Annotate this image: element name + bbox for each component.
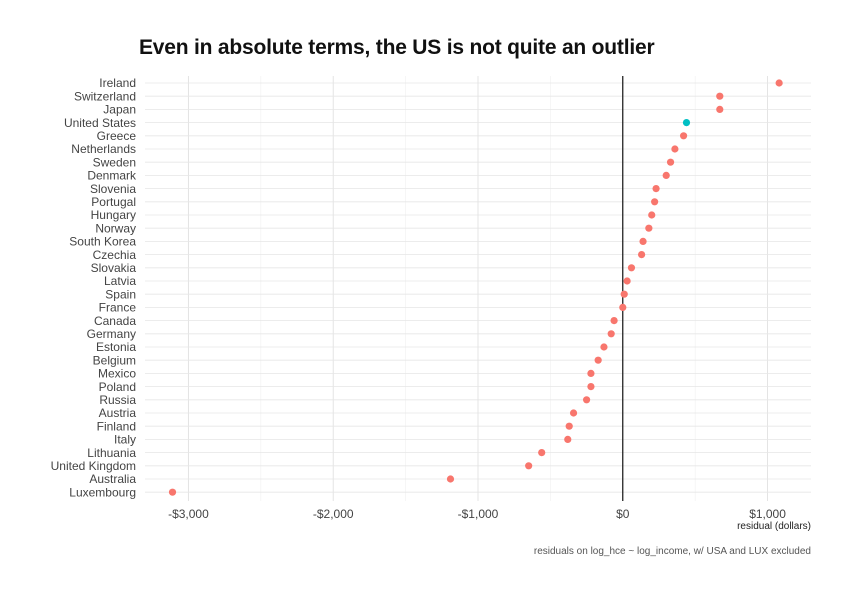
data-point-greece [679,132,688,140]
y-tick-label: Italy [114,433,136,447]
y-tick-label: Finland [97,419,136,433]
y-tick-label: United States [64,116,136,130]
y-tick-label: Mexico [98,367,136,381]
data-point-ireland [775,79,783,87]
data-point-hungary [648,211,656,219]
x-tick-label: $0 [616,507,630,521]
y-tick-label: Portugal [91,195,136,209]
y-tick-label: Belgium [93,353,136,367]
y-tick-label: Australia [89,472,136,486]
y-tick-label: Czechia [93,248,137,262]
x-axis-label: residual (dollars) [737,521,811,532]
data-point-lithuania [538,449,546,457]
data-point-australia [446,475,455,483]
y-tick-label: United Kingdom [51,459,136,473]
x-tick-label: -$1,000 [458,507,499,521]
data-point-spain [620,290,628,298]
y-tick-label: Denmark [87,169,137,183]
data-point-czechia [638,251,646,259]
data-point-norway [645,224,653,232]
data-point-finland [565,422,573,430]
data-point-switzerland [716,92,724,100]
y-tick-label: Lithuania [87,446,136,460]
grid [145,76,811,501]
data-point-belgium [594,356,602,364]
data-point-sweden [666,158,675,166]
y-tick-label: Russia [99,393,136,407]
y-tick-label: South Korea [69,235,136,249]
data-point-germany [607,330,615,338]
data-point-japan [716,105,724,113]
x-tick-label: -$3,000 [168,507,209,521]
data-point-netherlands [671,145,679,153]
data-point-poland [587,383,595,391]
y-tick-label: Poland [99,380,136,394]
y-tick-label: Slovenia [90,182,136,196]
y-tick-label: Netherlands [71,142,136,156]
chart-caption: residuals on log_hce ~ log_income, w/ US… [533,546,811,557]
y-tick-label: Canada [94,314,136,328]
data-point-united-kingdom [525,462,533,470]
data-point-denmark [662,171,670,179]
x-tick-label: -$2,000 [313,507,354,521]
data-point-luxembourg [168,488,177,496]
data-point-united-states [682,119,691,127]
data-point-estonia [600,343,608,351]
data-point-south-korea [639,237,647,245]
y-tick-label: Spain [105,287,136,301]
data-point-france [619,303,627,311]
x-tick-labels: -$3,000 -$2,000 -$1,000 $0 $1,000 [168,507,786,521]
y-tick-label: Luxembourg [69,485,136,499]
y-tick-label: Ireland [99,76,136,90]
data-point-russia [582,396,591,404]
y-tick-label: Japan [103,103,136,117]
data-point-mexico [587,369,595,377]
y-tick-label: Austria [99,406,137,420]
data-point-slovakia [627,264,636,272]
y-tick-label: Sweden [93,155,136,169]
data-point-canada [610,317,618,325]
y-tick-label: Estonia [96,340,136,354]
data-point-italy [564,435,572,443]
data-point-slovenia [652,185,660,193]
y-tick-label: Switzerland [74,89,136,103]
points [168,79,783,496]
y-tick-label: Greece [97,129,137,143]
y-tick-label: France [99,301,137,315]
data-point-austria [569,409,578,417]
data-point-portugal [651,198,659,206]
y-tick-label: Slovakia [91,261,137,275]
y-tick-label: Germany [87,327,136,341]
y-tick-label: Latvia [104,274,136,288]
chart-title: Even in absolute terms, the US is not qu… [139,36,655,59]
data-point-latvia [623,277,631,285]
y-tick-label: Hungary [91,208,136,222]
x-tick-label: $1,000 [749,507,786,521]
y-tick-label: Norway [95,221,136,235]
